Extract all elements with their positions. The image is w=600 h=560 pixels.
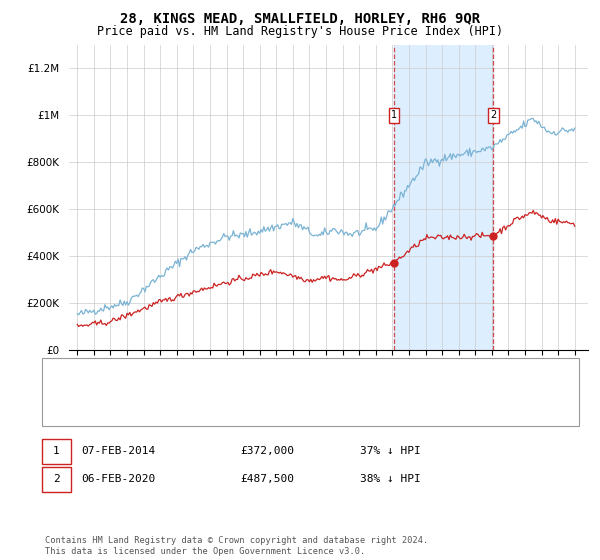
Text: 28, KINGS MEAD, SMALLFIELD, HORLEY, RH6 9QR (detached house): 28, KINGS MEAD, SMALLFIELD, HORLEY, RH6 … xyxy=(102,374,477,384)
Bar xyxy=(394,45,493,350)
Text: 2: 2 xyxy=(490,110,497,120)
Text: 38% ↓ HPI: 38% ↓ HPI xyxy=(360,474,421,484)
Text: £487,500: £487,500 xyxy=(240,474,294,484)
Text: 1: 1 xyxy=(53,446,60,456)
Text: 2: 2 xyxy=(53,474,60,484)
Text: Price paid vs. HM Land Registry's House Price Index (HPI): Price paid vs. HM Land Registry's House … xyxy=(97,25,503,38)
Text: 1: 1 xyxy=(391,110,397,120)
Text: 37% ↓ HPI: 37% ↓ HPI xyxy=(360,446,421,456)
Text: 28, KINGS MEAD, SMALLFIELD, HORLEY, RH6 9QR: 28, KINGS MEAD, SMALLFIELD, HORLEY, RH6 … xyxy=(120,12,480,26)
Text: £372,000: £372,000 xyxy=(240,446,294,456)
Text: 07-FEB-2014: 07-FEB-2014 xyxy=(81,446,155,456)
Text: HPI: Average price, detached house, Tandridge: HPI: Average price, detached house, Tand… xyxy=(102,400,383,410)
Text: Contains HM Land Registry data © Crown copyright and database right 2024.
This d: Contains HM Land Registry data © Crown c… xyxy=(45,536,428,556)
Text: 06-FEB-2020: 06-FEB-2020 xyxy=(81,474,155,484)
